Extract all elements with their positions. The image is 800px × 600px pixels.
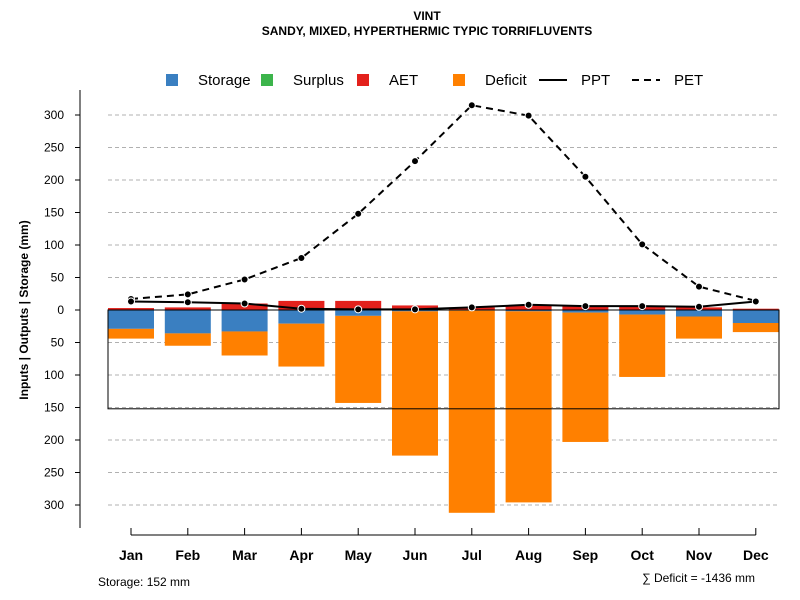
x-tick-label-nov: Nov [686,547,713,563]
deficit-bar [392,311,438,456]
ppt-point [524,300,533,309]
pet-line [130,104,757,302]
lines-group [127,101,760,314]
x-tick-label-oct: Oct [631,547,655,563]
y-tick-label: 0 [57,303,64,317]
pet-point [297,254,306,262]
deficit-sum-footnote: ∑ Deficit = -1436 mm [642,571,755,585]
ppt-point [411,305,419,314]
y-tick-label: 100 [44,238,64,252]
legend-swatch-surplus [261,74,273,86]
deficit-bar [335,315,382,403]
x-tick-label-jul: Jul [462,547,482,563]
storage-bar [619,310,666,315]
ppt-point [638,302,647,311]
ppt-point [354,305,363,314]
deficit-bar [108,328,154,339]
legend-label-ppt: PPT [581,72,610,89]
storage-bar [108,310,154,329]
legend-label-pet: PET [674,72,703,89]
storage-footnote: Storage: 152 mm [98,575,190,589]
legend-label-deficit: Deficit [485,72,528,89]
pet-point [411,157,419,166]
ppt-point [467,303,476,312]
deficit-bar [278,323,325,367]
aet-bar [732,308,779,310]
ppt-point [581,302,590,311]
y-tick-label: 300 [44,498,64,512]
pet-point [638,240,647,249]
ppt-point [183,298,192,307]
x-tick-label-may: May [345,547,372,563]
storage-capacity-box [107,309,780,410]
aet-bar [164,307,211,310]
aet-bar [108,308,154,310]
bars-group [108,300,779,513]
grid-lines [108,114,780,506]
storage-bar [562,310,609,313]
storage-bar [505,310,552,312]
storage-bar [732,310,779,323]
pet-point [467,101,476,110]
pet-point [240,275,249,284]
deficit-bar [221,331,268,356]
y-tick-label: 150 [44,206,64,220]
y-tick-label: 300 [44,108,64,122]
pet-point [695,282,703,291]
deficit-bar [676,316,722,339]
legend-label-storage: Storage [198,72,251,89]
legend-label-aet: AET [389,72,418,89]
storage-bar [676,310,722,317]
y-tick-label: 200 [44,433,64,447]
chart-subtitle: SANDY, MIXED, HYPERTHERMIC TYPIC TORRIFL… [262,24,592,38]
x-tick-label-feb: Feb [175,547,200,563]
axes-group: 0 50 100 150 200 250 300 50 100 150 200 250 300 Jan Fe… [44,90,769,563]
x-tick-label-mar: Mar [232,547,257,563]
legend-swatch-storage [166,74,178,86]
y-tick-label: 250 [44,141,64,155]
deficit-bar [562,312,609,442]
x-tick-label-jun: Jun [403,547,428,563]
pet-point [354,209,363,218]
x-tick-label-aug: Aug [515,547,542,563]
ppt-point [695,302,703,311]
legend-label-surplus: Surplus [293,72,344,89]
y-tick-label: 100 [44,368,64,382]
y-tick-label: 250 [44,466,64,480]
y-tick-label: 50 [51,336,65,350]
y-axis-title: Inputs | Outputs | Storage (mm) [17,220,31,399]
ppt-point [297,304,306,313]
deficit-bar [448,310,495,513]
ppt-point [127,297,135,306]
chart-title: VINT [413,9,441,23]
ppt-point [751,297,760,306]
storage-bar [164,310,211,334]
y-tick-label: 150 [44,401,64,415]
x-tick-label-apr: Apr [289,547,314,563]
pet-point [183,290,192,299]
deficit-bar [505,311,552,503]
ppt-point [240,299,249,308]
y-tick-label: 50 [51,271,65,285]
x-tick-label-jan: Jan [119,547,143,563]
x-tick-label-dec: Dec [743,547,769,563]
deficit-bar [164,333,211,346]
storage-bar [278,310,325,324]
legend-swatch-deficit [453,74,465,86]
storage-bar [221,310,268,332]
chart-legend: Storage Surplus AET Deficit PPT PET [166,72,703,89]
deficit-bar [732,323,779,333]
y-tick-label: 200 [44,173,64,187]
legend-swatch-aet [357,74,369,86]
x-tick-label-sep: Sep [573,547,599,563]
ppt-line [130,300,756,311]
deficit-bar [619,314,666,377]
pet-point [524,111,533,120]
pet-point [581,172,590,181]
